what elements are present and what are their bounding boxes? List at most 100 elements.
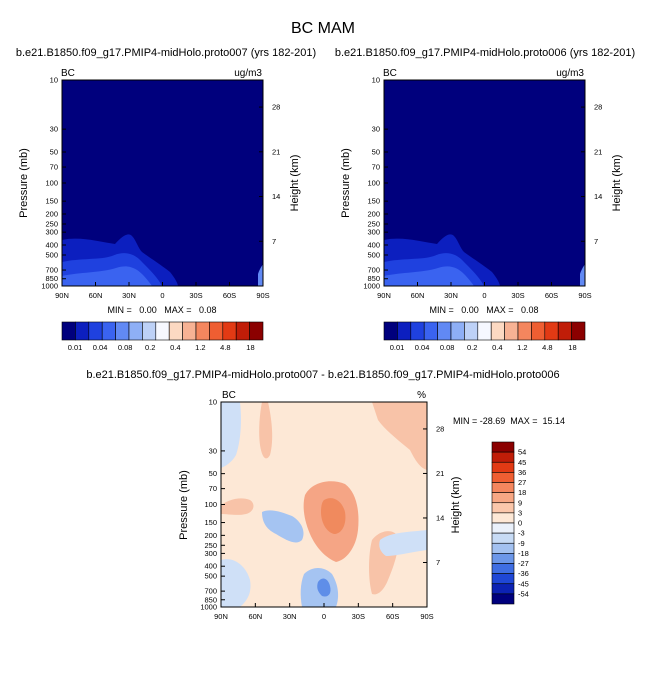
colorbar-label: 1.2 xyxy=(195,343,205,352)
y-tick-label: 400 xyxy=(204,562,217,571)
y-tick-label: 250 xyxy=(204,541,217,550)
x-tick-label: 90N xyxy=(377,291,391,300)
y-tick-label: 1000 xyxy=(363,282,380,291)
y-tick-label: 50 xyxy=(50,147,58,156)
min-max-stats: MIN = -28.69 MAX = 15.14 xyxy=(453,416,565,426)
colorbar-label: 1.2 xyxy=(517,343,527,352)
colorbar-label: 18 xyxy=(518,488,526,497)
contour-salmon-strat-right xyxy=(372,402,427,470)
colorbar-swatch xyxy=(491,583,515,595)
x-tick-label: 0 xyxy=(160,291,164,300)
y-right-tick-label: 21 xyxy=(436,469,444,478)
contour-blue-upper xyxy=(262,510,304,543)
y-right-tick-label: 21 xyxy=(594,147,602,156)
y-tick-label: 200 xyxy=(367,210,380,219)
colorbar-swatch xyxy=(491,441,515,453)
colorbar-swatch xyxy=(491,563,515,574)
x-tick-label: 60N xyxy=(411,291,425,300)
min-max-stats: MIN = 0.00 MAX = 0.08 xyxy=(107,305,216,315)
colorbar-swatch xyxy=(531,321,546,341)
colorbar-label: 0.04 xyxy=(93,343,108,352)
colorbar-label: 18 xyxy=(568,343,576,352)
colorbar-label: 0.01 xyxy=(68,343,83,352)
y-tick-label: 1000 xyxy=(200,603,217,612)
colorbar-swatch xyxy=(88,321,103,341)
x-tick-label: 30S xyxy=(511,291,524,300)
y-tick-label: 50 xyxy=(372,147,380,156)
y-axis-label: Pressure (mb) xyxy=(18,148,30,218)
colorbar-swatch xyxy=(491,492,515,504)
colorbar-swatch xyxy=(209,321,224,341)
corner-variable: BC xyxy=(61,68,75,79)
colorbar-label: 45 xyxy=(518,458,526,467)
colorbar-swatch xyxy=(491,451,515,463)
colorbar-swatch xyxy=(61,321,76,341)
colorbar-top-left: 0.01 0.04 0.08 0.2 0.4 1.2 4.8 18 xyxy=(61,321,264,352)
y-right-tick-label: 7 xyxy=(272,237,276,246)
x-tick-label: 60N xyxy=(89,291,103,300)
y-tick-label: 200 xyxy=(45,210,58,219)
colorbar-label: 0.01 xyxy=(390,343,405,352)
colorbar-swatch xyxy=(491,512,515,524)
y-axis-label: Pressure (mb) xyxy=(340,148,352,218)
x-tick-label: 30N xyxy=(283,612,297,621)
x-tick-label: 90N xyxy=(55,291,69,300)
colorbar-swatch xyxy=(115,321,130,341)
colorbar-label: -18 xyxy=(518,549,529,558)
colorbar-swatch xyxy=(464,321,479,341)
colorbar-swatch xyxy=(437,321,452,341)
y-tick-label: 100 xyxy=(204,500,217,509)
contour-level-3 xyxy=(384,266,474,286)
colorbar-label: 0.2 xyxy=(467,343,477,352)
panel-title: b.e21.B1850.f09_g17.PMIP4-midHolo.proto0… xyxy=(86,369,559,381)
colorbar-label: 9 xyxy=(518,498,522,507)
x-axis: 90N 60N 30N 0 30S 60S 90S xyxy=(214,603,434,621)
colorbar-swatch xyxy=(410,321,425,341)
contour-blue-lower-left xyxy=(221,559,251,607)
x-tick-label: 30N xyxy=(444,291,458,300)
y-right-tick-label: 7 xyxy=(594,237,598,246)
x-tick-label: 60N xyxy=(248,612,262,621)
y-tick-label: 300 xyxy=(367,228,380,237)
colorbar-swatch xyxy=(222,321,237,341)
y-tick-label: 70 xyxy=(372,163,380,172)
y-tick-label: 700 xyxy=(204,587,217,596)
y-tick-label: 250 xyxy=(45,219,58,228)
x-tick-label: 90S xyxy=(256,291,269,300)
contour-level-3 xyxy=(62,266,152,286)
colorbar-label: 0.08 xyxy=(118,343,133,352)
contour-level-surface xyxy=(258,264,263,286)
colorbar-swatch xyxy=(142,321,157,341)
colorbar-label: -54 xyxy=(518,589,529,598)
x-tick-label: 0 xyxy=(482,291,486,300)
y-tick-label: 250 xyxy=(367,219,380,228)
colorbar-swatch xyxy=(491,522,515,534)
colorbar-label: 4.8 xyxy=(220,343,230,352)
x-tick-label: 60S xyxy=(386,612,399,621)
x-tick-label: 30N xyxy=(122,291,136,300)
colorbar-swatch xyxy=(491,542,515,554)
y-tick-label: 10 xyxy=(50,76,58,85)
y-tick-label: 100 xyxy=(45,179,58,188)
y-tick-label: 150 xyxy=(204,518,217,527)
colorbar-label: -27 xyxy=(518,559,529,568)
x-tick-label: 0 xyxy=(322,612,326,621)
y-tick-label: 500 xyxy=(45,250,58,259)
y-tick-label: 850 xyxy=(367,274,380,283)
y-tick-label: 150 xyxy=(367,197,380,206)
colorbar-swatch xyxy=(195,321,210,341)
colorbar-swatch xyxy=(101,321,116,341)
colorbar-top-right: 0.01 0.04 0.08 0.2 0.4 1.2 4.8 18 xyxy=(383,321,586,352)
y-right-tick-label: 28 xyxy=(436,424,444,433)
colorbar-label: -9 xyxy=(518,539,525,548)
contour-level-surface xyxy=(580,264,585,286)
colorbar-swatch xyxy=(504,321,519,341)
colorbar-label: 0.2 xyxy=(145,343,155,352)
y-right-tick-label: 14 xyxy=(594,192,602,201)
colorbar-label: 4.8 xyxy=(542,343,552,352)
y-right-tick-label: 28 xyxy=(272,103,280,112)
colorbar-label: 36 xyxy=(518,468,526,477)
colorbar-label: -45 xyxy=(518,579,529,588)
